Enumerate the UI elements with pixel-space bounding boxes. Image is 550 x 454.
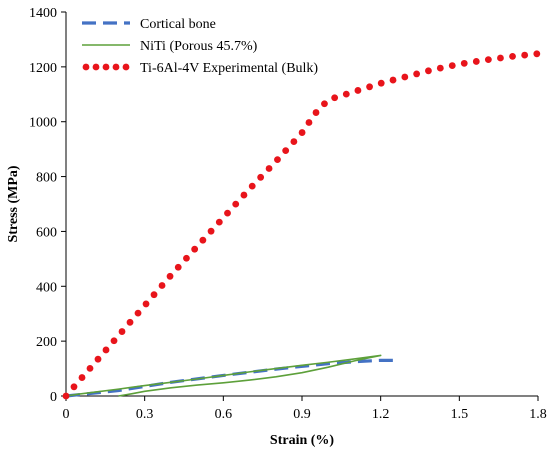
- x-tick-label: 0.6: [215, 407, 233, 422]
- data-point: [497, 54, 504, 62]
- data-point: [215, 218, 223, 226]
- data-point: [436, 64, 444, 72]
- legend-swatch-dot: [92, 63, 100, 71]
- data-point: [70, 383, 78, 391]
- legend: Cortical bone NiTi (Porous 45.7%) Ti-6Al-4…: [82, 17, 318, 76]
- data-point: [240, 191, 248, 199]
- data-point: [199, 236, 207, 244]
- data-point: [321, 100, 328, 108]
- data-point: [521, 51, 529, 59]
- legend-swatch-dot: [82, 63, 90, 71]
- data-point: [331, 94, 339, 102]
- data-point: [248, 182, 256, 190]
- data-point: [134, 309, 142, 317]
- y-tick-label: 1200: [29, 61, 57, 76]
- y-tick-label: 200: [36, 335, 57, 350]
- data-point: [448, 62, 456, 69]
- legend-item-niti-porous-45-7: NiTi (Porous 45.7%): [82, 39, 258, 54]
- y-tick-label: 1000: [29, 116, 57, 131]
- legend-item-cortical-bone: Cortical bone: [82, 17, 216, 32]
- data-point: [274, 156, 281, 164]
- data-point: [484, 56, 492, 64]
- axes: 0 200 400 600 800 1000 1200 1400 0 0.3 0.6 0.9 1.2 1.…: [29, 6, 547, 422]
- data-point: [224, 209, 231, 217]
- data-point: [78, 374, 86, 381]
- data-point: [94, 355, 102, 363]
- data-point: [183, 254, 190, 262]
- legend-item-ti-6al-4v-experimental-bulk: Ti-6Al-4V Experimental (Bulk): [82, 61, 318, 76]
- data-point: [126, 318, 134, 326]
- data-point: [110, 337, 118, 345]
- legend-swatch-dot: [102, 63, 110, 71]
- y-tick-label: 800: [36, 171, 57, 186]
- data-point: [207, 227, 215, 235]
- data-point: [166, 272, 174, 280]
- y-tick-label: 400: [36, 280, 57, 295]
- legend-swatch-dot: [112, 63, 120, 71]
- data-point: [290, 138, 298, 145]
- data-point: [305, 119, 313, 126]
- x-tick-label: 1.8: [529, 407, 547, 422]
- data-point: [460, 59, 468, 67]
- data-point: [533, 50, 541, 58]
- legend-label: NiTi (Porous 45.7%): [140, 39, 258, 54]
- data-point: [298, 129, 306, 136]
- legend-label: Ti-6Al-4V Experimental (Bulk): [140, 61, 318, 76]
- x-tick-label: 0.3: [136, 407, 154, 422]
- y-tick-label: 600: [36, 225, 57, 240]
- data-point: [142, 300, 150, 308]
- series-ti-6al-4v-experimental-bulk: [62, 50, 541, 400]
- data-point: [265, 165, 273, 172]
- data-point: [86, 364, 94, 372]
- y-tick-label: 1400: [29, 6, 57, 21]
- series-niti-porous-45-7: [65, 354, 382, 397]
- legend-label: Cortical bone: [140, 17, 216, 32]
- data-point: [509, 52, 516, 60]
- data-point: [232, 200, 240, 208]
- data-point: [312, 109, 320, 116]
- data-point: [174, 263, 182, 271]
- data-point: [354, 87, 362, 94]
- series-cortical-bone: [65, 358, 397, 398]
- x-tick-label: 1.2: [372, 407, 390, 422]
- data-point: [150, 291, 158, 299]
- data-point: [401, 73, 409, 81]
- data-point: [191, 245, 199, 253]
- data-point: [102, 346, 110, 354]
- data-point: [342, 90, 350, 98]
- x-tick-label: 0.9: [293, 407, 311, 422]
- data-point: [472, 58, 480, 65]
- data-point: [425, 67, 432, 75]
- data-point: [413, 70, 421, 78]
- legend-swatch-dot: [122, 63, 130, 71]
- data-point: [158, 282, 166, 289]
- x-tick-label: 1.5: [451, 407, 469, 422]
- y-tick-label: 0: [50, 390, 57, 405]
- data-point: [118, 328, 126, 335]
- data-point: [257, 173, 265, 181]
- y-axis-title: Stress (MPa): [6, 165, 21, 242]
- data-point: [377, 79, 385, 87]
- data-point: [282, 147, 290, 155]
- x-tick-label: 0: [63, 407, 70, 422]
- data-point: [62, 392, 70, 400]
- data-point: [389, 76, 397, 84]
- series-layer: [62, 50, 541, 400]
- data-point: [366, 83, 373, 91]
- x-axis-title: Strain (%): [270, 433, 335, 448]
